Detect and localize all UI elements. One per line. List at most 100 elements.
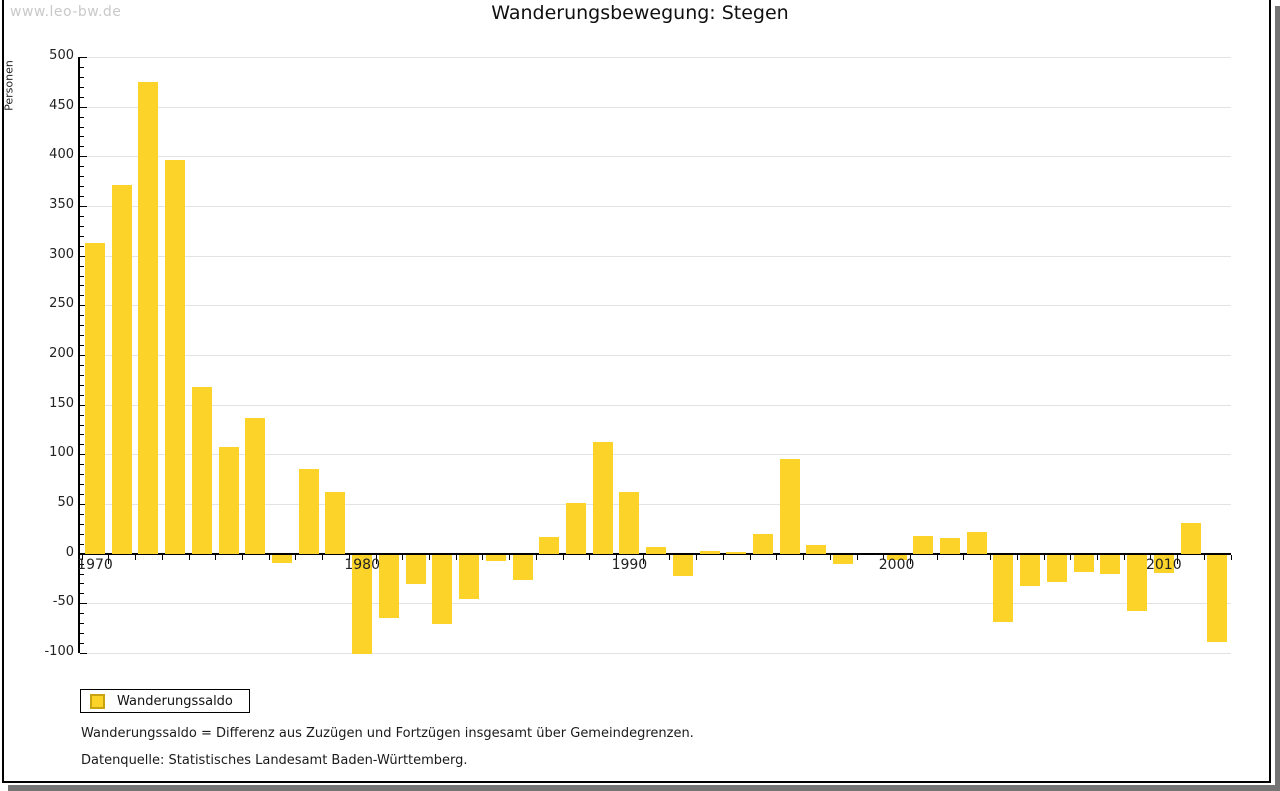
bar-2006[interactable]	[1046, 554, 1067, 582]
y-tick	[80, 146, 84, 148]
x-tick	[963, 554, 965, 560]
bar-1985[interactable]	[485, 554, 506, 561]
bar-1980[interactable]	[352, 554, 373, 655]
x-tick	[108, 554, 110, 564]
bar-1970[interactable]	[85, 242, 105, 554]
bar-1995[interactable]	[753, 533, 773, 554]
x-tick	[215, 554, 217, 560]
bar-2005[interactable]	[1020, 554, 1041, 586]
bar-1981[interactable]	[378, 554, 399, 618]
y-tick	[80, 444, 84, 446]
y-tick	[80, 57, 87, 58]
bar-1975[interactable]	[218, 447, 239, 554]
x-tick	[509, 554, 511, 560]
bar-1971[interactable]	[111, 185, 132, 554]
y-tick	[80, 374, 84, 376]
x-tick	[722, 554, 724, 560]
bar-1987[interactable]	[539, 536, 560, 554]
y-tick	[80, 116, 84, 118]
y-tick	[80, 424, 84, 426]
y-tick	[80, 126, 84, 128]
y-tick	[80, 623, 84, 625]
bar-1994[interactable]	[726, 551, 747, 554]
y-tick	[80, 225, 84, 227]
legend-swatch-icon	[90, 693, 105, 709]
bar-1973[interactable]	[165, 160, 186, 554]
y-tick	[80, 643, 84, 645]
gridline	[80, 206, 1231, 207]
bar-1998[interactable]	[833, 554, 854, 564]
bar-1993[interactable]	[699, 550, 720, 554]
y-tick-label: 350	[49, 197, 74, 212]
x-tick	[856, 554, 858, 560]
bar-1986[interactable]	[512, 554, 533, 580]
gridline	[80, 305, 1231, 307]
x-tick	[696, 554, 698, 560]
bar-2004[interactable]	[993, 554, 1014, 623]
y-tick	[80, 484, 84, 486]
y-tick	[80, 434, 84, 436]
bar-1990[interactable]	[619, 492, 640, 554]
y-tick	[80, 215, 84, 217]
watermark: www.leo-bw.de	[10, 4, 122, 20]
y-axis-title: Personen	[2, 60, 16, 111]
x-tick	[1150, 554, 1152, 560]
bar-1977[interactable]	[272, 554, 293, 563]
bar-1984[interactable]	[459, 554, 480, 599]
bar-1976[interactable]	[245, 417, 266, 554]
x-tick	[909, 554, 911, 564]
y-tick	[80, 474, 84, 476]
gridline	[80, 355, 1231, 356]
bar-2012[interactable]	[1207, 554, 1228, 643]
bar-2002[interactable]	[940, 537, 961, 554]
bar-1974[interactable]	[191, 386, 212, 554]
gridline	[80, 603, 1231, 605]
y-tick	[80, 355, 87, 356]
gridline	[80, 255, 1231, 257]
y-tick-label: 100	[49, 445, 74, 461]
bar-1988[interactable]	[565, 503, 586, 554]
x-tick-label: 1970	[77, 556, 113, 573]
bar-2011[interactable]	[1180, 522, 1201, 554]
bar-1989[interactable]	[592, 442, 613, 554]
bar-1992[interactable]	[672, 554, 693, 576]
y-tick	[80, 533, 84, 535]
bar-1978[interactable]	[298, 469, 319, 554]
bar-1983[interactable]	[432, 554, 453, 625]
y-tick	[80, 613, 84, 615]
bar-2003[interactable]	[966, 531, 987, 554]
y-tick-label: 250	[49, 296, 74, 312]
bar-1979[interactable]	[325, 492, 346, 554]
bar-2007[interactable]	[1073, 554, 1094, 572]
y-tick	[80, 86, 84, 88]
legend[interactable]: Wanderungssaldo	[80, 689, 250, 713]
y-tick-label: 50	[57, 495, 74, 510]
bar-2001[interactable]	[913, 535, 934, 554]
bar-2010[interactable]	[1153, 554, 1174, 573]
bar-1991[interactable]	[646, 546, 667, 554]
x-tick	[829, 554, 831, 560]
gridline	[80, 504, 1231, 505]
y-tick-label: 200	[49, 346, 74, 361]
x-tick-label: 2010	[1145, 556, 1182, 573]
x-tick	[295, 554, 297, 560]
bar-1982[interactable]	[405, 554, 426, 584]
bar-2009[interactable]	[1127, 554, 1148, 611]
x-tick	[589, 554, 591, 560]
y-tick	[80, 633, 84, 635]
bar-2008[interactable]	[1100, 554, 1121, 574]
bar-1997[interactable]	[806, 544, 827, 554]
y-tick	[80, 255, 87, 257]
gridline	[80, 653, 1231, 654]
y-tick	[80, 206, 87, 207]
x-tick	[776, 554, 778, 560]
bar-1972[interactable]	[138, 81, 159, 554]
bar-2000[interactable]	[886, 554, 907, 560]
bar-1996[interactable]	[779, 459, 800, 554]
y-tick-label: 400	[49, 147, 74, 163]
y-tick	[80, 96, 84, 98]
y-tick-label: 450	[49, 97, 74, 113]
chart-title: Wanderungsbewegung: Stegen	[491, 2, 789, 24]
y-tick	[80, 136, 84, 138]
